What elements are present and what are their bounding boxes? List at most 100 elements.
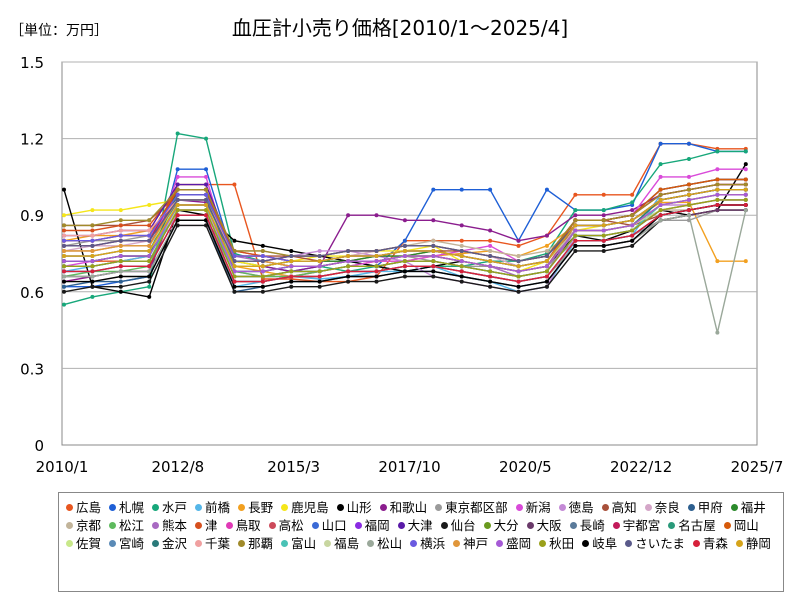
legend-swatch [66, 504, 73, 511]
legend-label: 秋田 [549, 536, 575, 551]
legend-swatch [440, 522, 448, 529]
data-point [686, 174, 691, 179]
legend-item: 広島 [66, 500, 101, 515]
legend-item: 宮崎 [109, 536, 144, 551]
legend-swatch [515, 504, 523, 511]
data-point [260, 254, 265, 259]
legend-swatch [410, 540, 418, 547]
data-point [118, 208, 123, 213]
chart-title: 血圧計小売り価格[2010/1～2025/4] [231, 16, 569, 40]
y-tick-label: 1.2 [20, 131, 44, 149]
data-point [573, 192, 578, 197]
data-point [743, 177, 748, 182]
data-point [317, 269, 322, 274]
data-point [573, 208, 578, 213]
data-point [90, 248, 95, 253]
legend-item: 横浜 [410, 536, 445, 551]
legend-swatch [66, 540, 73, 547]
legend-label: 仙台 [450, 518, 476, 533]
data-point [431, 218, 436, 223]
data-point [374, 213, 379, 218]
data-point [232, 248, 237, 253]
legend-item: 福井 [730, 500, 766, 515]
legend-swatch [152, 522, 160, 529]
legend-label: 京都 [76, 518, 102, 533]
data-point [459, 269, 464, 274]
legend-swatch [569, 522, 577, 529]
data-point [431, 248, 436, 253]
data-point [743, 182, 748, 187]
series-秋田 [62, 197, 748, 279]
x-tick-label: 2020/5 [499, 458, 552, 476]
data-point [62, 269, 66, 274]
data-point [431, 187, 436, 192]
data-point [601, 213, 606, 218]
legend-item: 山形 [336, 500, 372, 515]
legend-items: 広島 札幌 水戸 前橋 長野 鹿児島 山形 和歌山 東京都区部 新潟 徳島 高知 奈良 甲府 福井 京都 松江 熊… [66, 500, 779, 551]
data-point [147, 223, 152, 228]
legend-swatch [311, 522, 319, 529]
legend-item: 福岡 [354, 518, 390, 533]
legend-item: 長崎 [569, 518, 605, 533]
data-point [317, 259, 322, 264]
unit-label: ［単位：万円］ [10, 23, 108, 39]
data-point [260, 259, 265, 264]
data-point [573, 218, 578, 223]
data-point [686, 213, 691, 218]
legend-swatch [152, 540, 160, 547]
data-point [346, 274, 351, 279]
data-point [317, 248, 322, 253]
data-point [118, 284, 123, 289]
data-point [516, 254, 521, 259]
data-point [431, 259, 436, 264]
data-point [232, 269, 237, 274]
legend-item: 福島 [324, 536, 359, 551]
legend-label: 甲府 [697, 500, 723, 515]
data-point [204, 182, 209, 187]
data-point [488, 284, 493, 289]
data-point [62, 279, 66, 284]
data-point [516, 243, 521, 248]
legend-item: 名古屋 [668, 518, 716, 533]
legend-label: 鳥取 [235, 518, 261, 533]
data-point [175, 202, 180, 207]
legend-label: 奈良 [654, 500, 680, 515]
data-point [573, 228, 578, 233]
x-tick-label: 2012/8 [151, 458, 204, 476]
data-point [147, 259, 152, 264]
legend-item: 大津 [397, 518, 433, 533]
legend-item: 金沢 [152, 536, 187, 551]
legend-label: 山形 [346, 500, 372, 515]
data-point [374, 269, 379, 274]
data-point [374, 279, 379, 284]
legend-label: 福井 [740, 500, 766, 515]
legend: 広島 札幌 水戸 前橋 長野 鹿児島 山形 和歌山 東京都区部 新潟 徳島 高知 奈良 甲府 福井 京都 松江 熊… [58, 492, 784, 592]
series-青森 [62, 202, 748, 284]
legend-item: 佐賀 [66, 536, 101, 551]
data-point [743, 187, 748, 192]
data-point [118, 254, 123, 259]
data-point [147, 228, 152, 233]
legend-label: 千葉 [205, 536, 231, 551]
legend-label: 前橋 [205, 500, 231, 515]
data-point [601, 248, 606, 253]
legend-label: 水戸 [162, 500, 188, 515]
data-point [175, 197, 180, 202]
data-point [147, 264, 152, 269]
legend-swatch [152, 504, 160, 511]
legend-label: 静岡 [745, 536, 771, 551]
legend-label: 神戸 [463, 536, 489, 551]
legend-item: さいたま [625, 536, 685, 551]
data-point [289, 259, 294, 264]
data-point [62, 254, 66, 259]
data-point [630, 243, 635, 248]
data-point [346, 264, 351, 269]
data-point [175, 167, 180, 172]
data-point [715, 330, 720, 335]
data-point [232, 289, 237, 294]
legend-item: 新潟 [515, 500, 551, 515]
legend-label: 大阪 [536, 518, 562, 533]
data-point [630, 218, 635, 223]
legend-swatch [367, 540, 375, 547]
legend-item: 富山 [281, 536, 316, 551]
